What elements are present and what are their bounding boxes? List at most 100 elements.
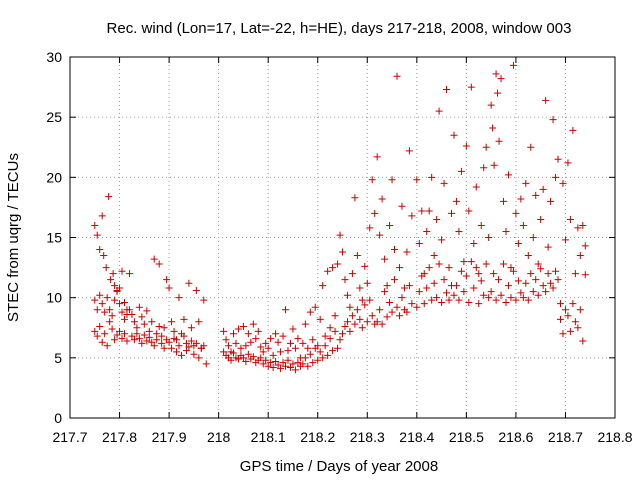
data-point (180, 332, 188, 340)
data-point (579, 337, 587, 345)
y-tick-label: 15 (46, 230, 62, 246)
data-point (529, 234, 537, 241)
data-point (539, 185, 547, 193)
data-point (319, 354, 327, 362)
data-point (378, 320, 386, 328)
chart-grid (70, 57, 615, 418)
data-point (329, 264, 337, 272)
data-point (319, 282, 327, 290)
data-point (105, 193, 113, 201)
data-point (257, 354, 265, 362)
data-point (395, 312, 403, 320)
data-point (405, 282, 413, 290)
data-point (529, 288, 537, 296)
data-point (462, 272, 470, 280)
data-point (314, 356, 322, 364)
data-point (433, 215, 441, 223)
data-point (497, 291, 505, 299)
chart-points (91, 61, 589, 374)
data-point (348, 312, 356, 320)
data-point (490, 161, 498, 169)
data-point (425, 207, 433, 215)
data-point (512, 296, 520, 304)
data-point (552, 267, 560, 275)
data-point (267, 335, 275, 343)
data-point (465, 298, 473, 306)
data-point (353, 306, 361, 314)
data-point (413, 303, 421, 311)
data-point (341, 323, 349, 331)
data-point (130, 318, 138, 326)
data-point (339, 248, 346, 256)
data-point (277, 348, 285, 356)
y-axis-ticks: 0 5 10 15 20 25 30 (46, 49, 615, 426)
x-tick-label: 218.6 (498, 429, 533, 445)
data-point (326, 324, 334, 332)
data-point (187, 337, 195, 345)
data-point (182, 339, 190, 347)
data-point (165, 338, 173, 346)
data-point (242, 342, 250, 350)
data-point (254, 327, 262, 335)
data-point (168, 318, 176, 326)
data-point (272, 357, 280, 365)
data-point (581, 271, 589, 279)
data-point (234, 325, 242, 333)
x-axis-label: GPS time / Days of year 2008 (240, 458, 438, 475)
x-tick-label: 218.7 (548, 429, 583, 445)
data-point (435, 107, 443, 115)
data-point (311, 303, 319, 311)
data-point (334, 260, 342, 268)
data-point (96, 291, 104, 299)
y-tick-label: 30 (46, 49, 62, 65)
data-point (549, 284, 557, 292)
data-point (571, 270, 579, 278)
data-point (450, 291, 458, 299)
data-point (465, 207, 473, 215)
data-point (286, 363, 294, 371)
x-tick-label: 217.9 (152, 429, 187, 445)
data-point (487, 101, 495, 109)
data-point (286, 339, 294, 347)
data-point (244, 350, 252, 358)
data-point (145, 327, 153, 335)
data-point (130, 336, 138, 344)
data-point (428, 173, 436, 181)
data-point (121, 298, 128, 306)
data-point (339, 330, 346, 338)
data-point (192, 339, 200, 347)
data-point (475, 300, 483, 308)
data-point (153, 336, 161, 344)
data-point (418, 272, 426, 280)
data-point (403, 308, 411, 316)
y-tick-label: 25 (46, 109, 62, 125)
data-point (324, 267, 332, 275)
data-point (514, 277, 522, 285)
data-point (125, 270, 133, 278)
data-point (423, 227, 431, 235)
data-point (222, 336, 230, 344)
data-point (225, 342, 233, 350)
data-point (376, 231, 384, 239)
data-point (158, 339, 166, 347)
data-point (494, 89, 502, 97)
data-point (324, 351, 332, 359)
data-point (341, 276, 349, 284)
data-point (306, 308, 314, 316)
data-point (544, 243, 552, 251)
data-point (472, 183, 480, 191)
plot-frame (69, 56, 616, 419)
data-point (220, 348, 228, 356)
data-point (185, 279, 193, 287)
data-point (269, 351, 277, 359)
data-point (368, 176, 376, 184)
data-point (180, 315, 188, 323)
data-point (457, 167, 465, 175)
data-point (487, 288, 495, 296)
y-tick-label: 5 (54, 350, 62, 366)
data-point (383, 313, 391, 321)
data-point (363, 279, 371, 287)
data-point (561, 236, 569, 244)
data-point (514, 240, 522, 248)
data-point (111, 296, 119, 304)
